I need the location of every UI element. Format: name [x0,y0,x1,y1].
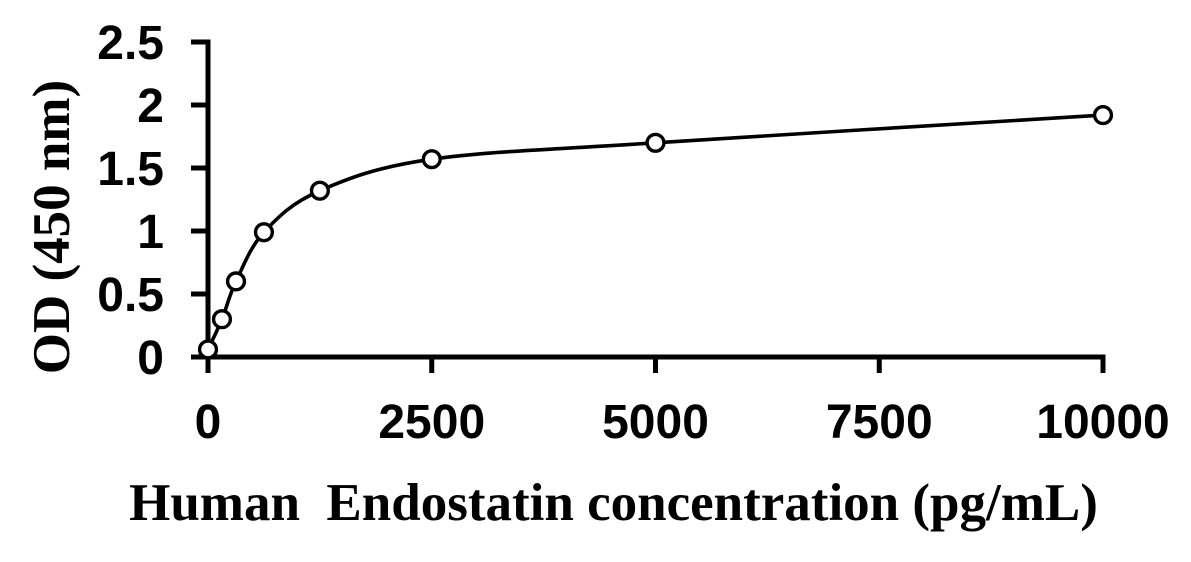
data-point-marker [197,339,219,360]
x-tick-label: 0 [195,396,222,449]
data-point-marker [421,149,442,170]
data-point-marker [253,222,275,243]
y-tick-label: 2.5 [97,17,164,70]
data-point-marker [645,132,666,153]
series-curve [206,113,1104,351]
x-tick-label: 5000 [602,396,709,449]
y-axis-title: OD (450 nm) [23,79,81,375]
y-tick-label: 1.5 [97,143,164,196]
x-tick-label: 2500 [378,396,485,449]
data-point-marker [309,180,330,201]
y-tick-label: 2 [137,80,164,133]
y-tick-label: 0.5 [97,269,164,322]
y-tick-label: 0 [137,332,164,385]
x-axis-title: Human Endostatin concentration (pg/mL) [129,474,1098,532]
x-tick-label: 10000 [1036,396,1169,449]
data-point-marker [225,271,247,292]
x-tick-label: 7500 [826,396,933,449]
data-point-marker [1092,104,1114,126]
y-tick-label: 1 [137,206,164,259]
data-point-marker [211,309,233,330]
